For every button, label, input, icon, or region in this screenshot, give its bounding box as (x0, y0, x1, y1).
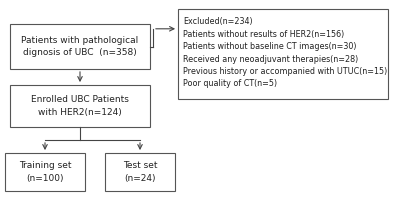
Text: Training set
(n=100): Training set (n=100) (19, 161, 71, 183)
FancyBboxPatch shape (105, 153, 175, 191)
Text: Excluded(n=234)
Patients without results of HER2(n=156)
Patients without baselin: Excluded(n=234) Patients without results… (183, 17, 387, 89)
Text: Enrolled UBC Patients
with HER2(n=124): Enrolled UBC Patients with HER2(n=124) (31, 95, 129, 117)
FancyBboxPatch shape (10, 24, 150, 69)
FancyBboxPatch shape (5, 153, 85, 191)
Text: Test set
(n=24): Test set (n=24) (123, 161, 157, 183)
Text: Patients with pathological
dignosis of UBC  (n=358): Patients with pathological dignosis of U… (21, 36, 139, 57)
FancyBboxPatch shape (10, 85, 150, 127)
FancyBboxPatch shape (178, 9, 388, 99)
